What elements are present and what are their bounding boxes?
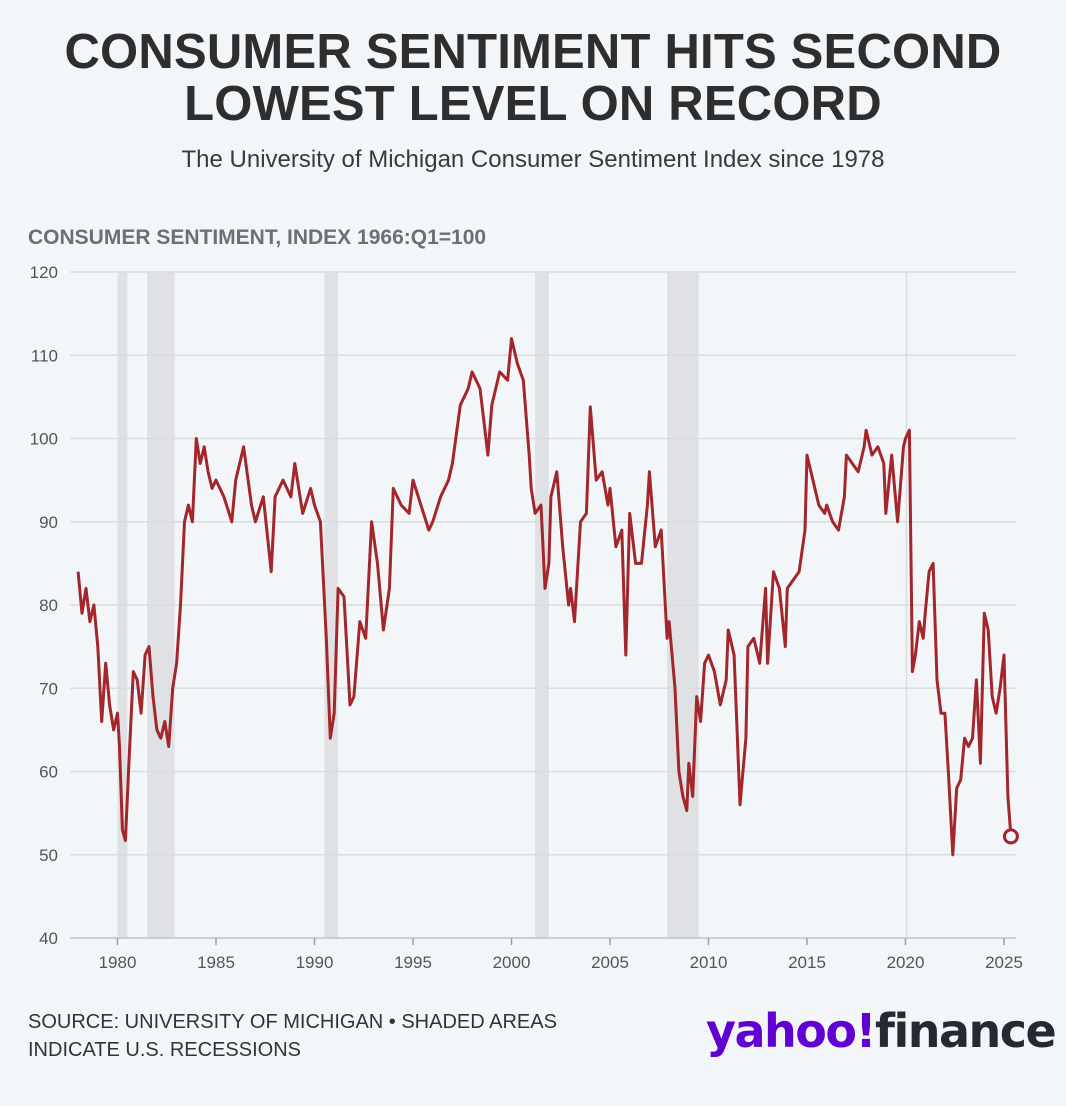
y-tick-label-40: 40 [39, 929, 58, 948]
x-tick-label-2000: 2000 [493, 953, 531, 972]
x-tick-label-2020: 2020 [887, 953, 925, 972]
logo-product: finance [874, 1004, 1057, 1058]
y-tick-label-80: 80 [39, 596, 58, 615]
source-line-1: SOURCE: UNIVERSITY OF MICHIGAN • SHADED … [28, 1011, 557, 1033]
y-tick-label-100: 100 [30, 430, 58, 449]
y-tick-label-60: 60 [39, 763, 58, 782]
sentiment-line [76, 337, 1013, 857]
y-tick-label-120: 120 [30, 263, 58, 282]
y-tick-label-110: 110 [31, 346, 58, 365]
y-tick-label-70: 70 [39, 679, 58, 698]
y-axis-label: CONSUMER SENTIMENT, INDEX 1966:Q1=100 [28, 226, 487, 249]
x-tick-label-2005: 2005 [591, 953, 629, 972]
x-tick-label-1980: 1980 [99, 953, 137, 972]
source-note: SOURCE: UNIVERSITY OF MICHIGAN • SHADED … [28, 1008, 628, 1064]
y-tick-label-50: 50 [39, 846, 58, 865]
title-line-2: LOWEST LEVEL ON RECORD [184, 77, 882, 131]
x-tick-label-1995: 1995 [394, 953, 432, 972]
x-tick-label-2025: 2025 [985, 953, 1023, 972]
x-tick-label-2015: 2015 [788, 953, 826, 972]
x-tick-label-1985: 1985 [197, 953, 235, 972]
title-line-1: CONSUMER SENTIMENT HITS SECOND [64, 25, 1002, 79]
y-tick-label-90: 90 [39, 513, 58, 532]
x-tick-label-2010: 2010 [690, 953, 728, 972]
chart-title: CONSUMER SENTIMENT HITS SECOND LOWEST LE… [0, 26, 1066, 130]
yahoo-finance-logo: yahoo!finance [706, 1004, 1057, 1058]
logo-brand: yahoo! [706, 1004, 876, 1058]
latest-value-marker [1002, 828, 1019, 845]
x-tick-label-1990: 1990 [296, 953, 334, 972]
source-line-2: INDICATE U.S. RECESSIONS [28, 1039, 302, 1061]
chart-subtitle: The University of Michigan Consumer Sent… [181, 146, 885, 173]
